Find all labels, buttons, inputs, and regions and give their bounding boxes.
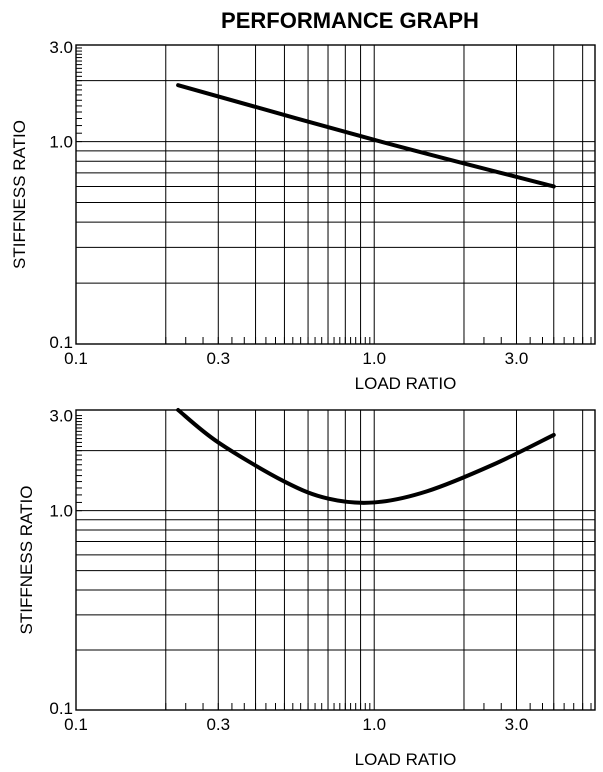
y-tick-label: 0.1 (49, 699, 73, 718)
x-tick-label: 0.1 (64, 715, 88, 734)
x-tick-label: 0.3 (206, 349, 230, 368)
x-tick-label: 1.0 (362, 715, 386, 734)
x-tick-label: 0.3 (206, 715, 230, 734)
x-axis-label: LOAD RATIO (355, 750, 457, 769)
x-axis-label: LOAD RATIO (355, 374, 457, 393)
plot-frame (75, 409, 596, 711)
x-tick-label: 0.1 (64, 349, 88, 368)
chart-bottom: 0.1 0.3 1.0 3.0 0.1 1.0 3.0 LOAD RATIO STIFFNESS… (17, 407, 596, 769)
plot-frame (75, 44, 596, 345)
series-line (176, 83, 556, 189)
x-tick-label: 3.0 (505, 349, 529, 368)
y-axis-label: STIFFNESS RATIO (17, 486, 36, 635)
chart-title: PERFORMANCE GRAPH (221, 8, 479, 33)
y-tick-label: 0.1 (49, 333, 73, 352)
y-axis-label: STIFFNESS RATIO (10, 120, 29, 269)
series-line (176, 408, 556, 505)
y-tick-label: 1.0 (49, 502, 73, 521)
x-tick-label: 3.0 (505, 715, 529, 734)
chart-top: 0.1 0.3 1.0 3.0 0.1 1.0 3.0 LOAD RATIO STIFFNESS… (10, 38, 596, 393)
y-tick-label: 1.0 (49, 133, 73, 152)
y-tick-label: 3.0 (49, 38, 73, 57)
x-tick-label: 1.0 (362, 349, 386, 368)
y-tick-label: 3.0 (49, 407, 73, 426)
